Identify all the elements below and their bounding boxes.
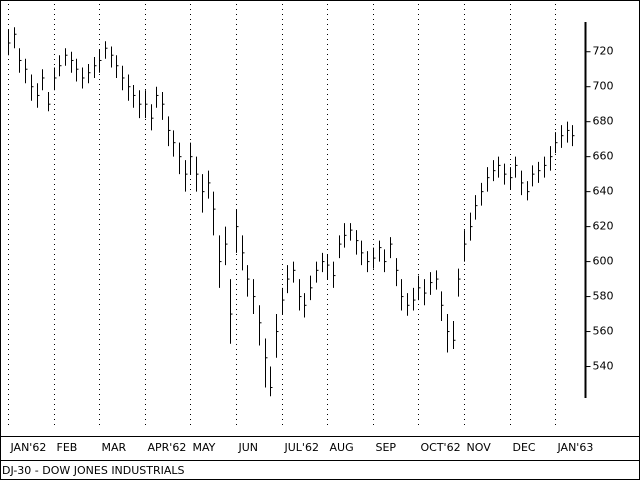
y-tick-label: 540 — [593, 360, 614, 373]
chart-title: DJ-30 - DOW JONES INDUSTRIALS — [2, 464, 185, 477]
x-tick-label: MAR — [102, 441, 127, 454]
y-tick-label: 660 — [593, 150, 614, 163]
y-tick-label: 720 — [593, 45, 614, 58]
y-tick-label: 560 — [593, 325, 614, 338]
y-tick-label: 700 — [593, 80, 614, 93]
x-tick-label: JUN — [238, 441, 259, 454]
y-tick-label: 580 — [593, 290, 614, 303]
x-tick-label: APR'62 — [148, 441, 187, 454]
y-tick-label: 680 — [593, 115, 614, 128]
x-tick-label: MAY — [193, 441, 216, 454]
x-tick-label: NOV — [467, 441, 492, 454]
x-tick-label: JUL'62 — [284, 441, 319, 454]
x-tick-label: OCT'62 — [421, 441, 461, 454]
y-tick-label: 640 — [593, 185, 614, 198]
y-tick-label: 600 — [593, 255, 614, 268]
x-tick-label: DEC — [513, 441, 536, 454]
x-tick-label: AUG — [330, 441, 354, 454]
x-tick-label: SEP — [376, 441, 397, 454]
y-tick-label: 620 — [593, 220, 614, 233]
x-tick-label: JAN'63 — [557, 441, 594, 454]
x-tick-label: JAN'62 — [10, 441, 47, 454]
x-tick-label: FEB — [57, 441, 78, 454]
